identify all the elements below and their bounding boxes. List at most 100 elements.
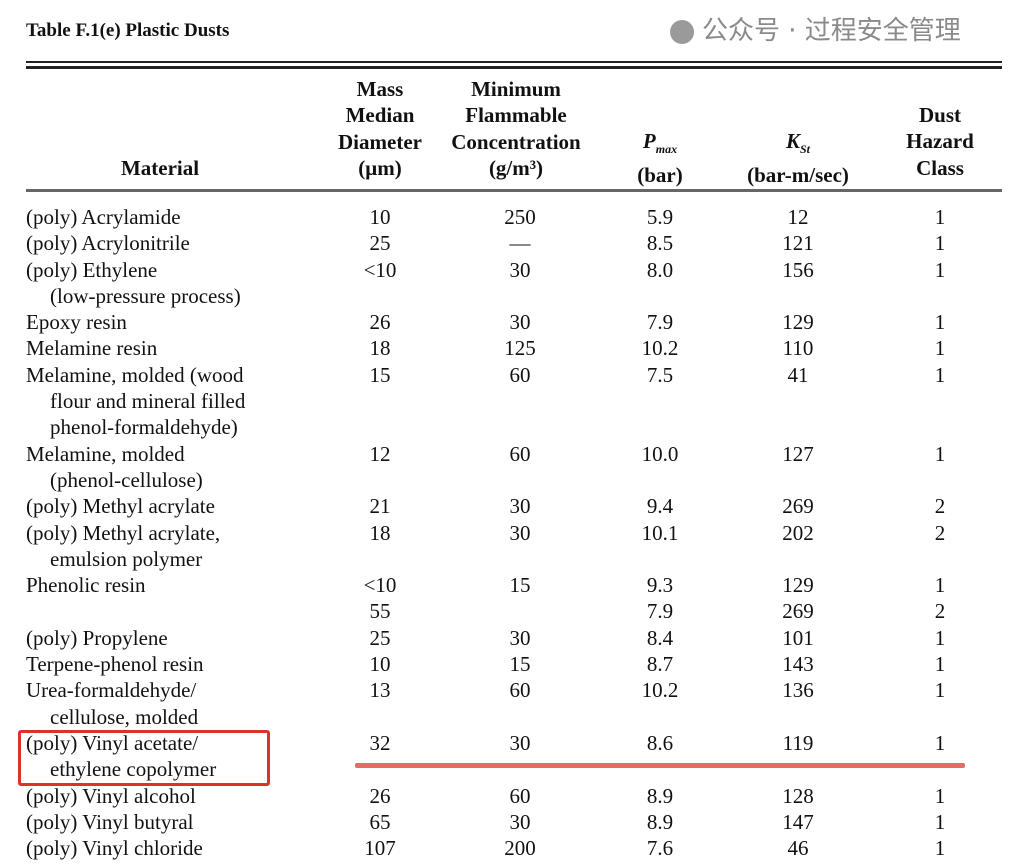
pmax-cell: 7.9 <box>646 599 674 624</box>
class-cell: 2 <box>934 494 946 519</box>
header-symbol: P <box>642 129 656 153</box>
material-cell: Epoxy resin <box>26 309 1024 335</box>
kst-cell: 121 <box>782 231 814 256</box>
header-subscript: max <box>655 142 678 157</box>
mfc-cell: 60 <box>509 783 531 808</box>
class-cell: 1 <box>934 441 946 466</box>
header-kst: KSt (bar-m/sec) <box>728 128 868 189</box>
mfc-cell: 15 <box>509 652 531 677</box>
mfc-cell: — <box>509 231 531 256</box>
mmd-cell: 25 <box>369 231 391 256</box>
header-mass-median-diameter: Mass Median Diameter (μm) <box>315 76 445 181</box>
material-line: (poly) Acrylonitrile <box>26 231 190 256</box>
kst-cell: 128 <box>782 783 814 808</box>
table-row: Phenolic resin <10 15 9.3 129 1 <box>0 572 1024 598</box>
table-row: (poly) Methyl acrylate 21 30 9.4 269 2 <box>0 493 1024 519</box>
mmd-cell: 32 <box>369 730 391 755</box>
class-cell: 1 <box>934 205 946 229</box>
table-row: (poly) Acrylonitrile 25 — 8.5 121 1 <box>0 230 1024 256</box>
header-line: KSt <box>728 128 868 162</box>
mmd-cell: 13 <box>369 678 391 703</box>
material-cell: (poly) Vinyl alcohol <box>26 783 1024 809</box>
class-cell: 1 <box>934 809 946 834</box>
mfc-cell: 30 <box>509 310 531 335</box>
class-cell: 1 <box>934 310 946 335</box>
header-min-flammable-conc: Minimum Flammable Concentration (g/m³) <box>428 76 604 181</box>
pmax-cell: 8.9 <box>646 809 674 834</box>
header-line: Pmax <box>610 128 710 162</box>
class-cell: 1 <box>934 231 946 256</box>
mfc-cell: 30 <box>509 520 531 545</box>
table-row: (poly) Vinyl chloride 107 200 7.6 46 1 <box>0 835 1024 861</box>
material-line: flour and mineral filled <box>50 389 246 414</box>
material-line: (poly) Propylene <box>26 625 168 650</box>
mfc-cell: 60 <box>509 678 531 703</box>
header-pmax: Pmax (bar) <box>610 128 710 189</box>
table-row: (poly) Methyl acrylate, emulsion polymer 1… <box>0 520 1024 573</box>
material-cell: (poly) Methyl acrylate <box>26 493 1024 519</box>
header-rule <box>26 189 1002 192</box>
mfc-cell: 125 <box>504 336 536 361</box>
material-line: ethylene copolymer <box>50 757 217 782</box>
mmd-cell: 12 <box>369 441 391 466</box>
table-row: Epoxy resin 26 30 7.9 129 1 <box>0 309 1024 335</box>
material-line: emulsion polymer <box>50 546 203 571</box>
mfc-cell: 30 <box>509 730 531 755</box>
table-row: (poly) Propylene 25 30 8.4 101 1 <box>0 625 1024 651</box>
header-line: Hazard <box>906 129 974 154</box>
material-cell: (poly) Methyl acrylate, emulsion polymer <box>26 520 1024 573</box>
mmd-cell: 15 <box>369 362 391 387</box>
table-row: Terpene-phenol resin 10 15 8.7 143 1 <box>0 651 1024 677</box>
class-cell: 1 <box>934 573 946 598</box>
material-line: (poly) Vinyl chloride <box>26 836 203 861</box>
material-line: Terpene-phenol resin <box>26 652 204 677</box>
header-line: (μm) <box>358 155 402 180</box>
mmd-cell: <10 <box>363 257 397 282</box>
table-row: (poly) Vinyl acetate/ethylene copolymer 3… <box>0 730 1024 783</box>
class-cell: 1 <box>934 652 946 677</box>
class-cell: 1 <box>934 783 946 808</box>
material-line: Urea-formaldehyde/ <box>26 678 197 703</box>
table-body: (poly) Acrylamide 10 250 5.9 12 1 (poly) Acryl… <box>0 204 1024 861</box>
pmax-cell: 8.4 <box>646 625 674 650</box>
class-cell: 1 <box>934 625 946 650</box>
material-cell: Melamine resin <box>26 335 1024 361</box>
mmd-cell: 21 <box>369 494 391 519</box>
material-line: (poly) Acrylamide <box>26 205 181 229</box>
material-cell: (poly) Vinyl acetate/ethylene copolymer <box>26 730 1024 783</box>
mmd-cell: 55 <box>369 599 391 624</box>
pmax-cell: 8.5 <box>646 231 674 256</box>
mfc-cell: 30 <box>509 494 531 519</box>
header-material: Material <box>120 156 200 180</box>
table-row: Urea-formaldehyde/cellulose, molded 13 60 1… <box>0 677 1024 730</box>
table-title: Table F.1(e) Plastic Dusts <box>26 20 230 41</box>
kst-cell: 101 <box>782 625 814 650</box>
mmd-cell: 26 <box>369 310 391 335</box>
class-cell: 1 <box>934 336 946 361</box>
mfc-cell: 30 <box>509 257 531 282</box>
header-dust-hazard-class: Dust Hazard Class <box>890 102 990 181</box>
pmax-cell: 9.4 <box>646 494 674 519</box>
material-line: (poly) Vinyl alcohol <box>26 783 196 808</box>
material-line <box>26 598 1024 624</box>
class-cell: 1 <box>934 836 946 861</box>
top-rule-2 <box>26 66 1002 69</box>
pmax-cell: 7.5 <box>646 362 674 387</box>
mmd-cell: 65 <box>369 809 391 834</box>
material-line: (low-pressure process) <box>50 283 241 308</box>
material-line: (poly) Vinyl butyral <box>26 809 194 834</box>
table-row: (poly) Vinyl alcohol 26 60 8.9 128 1 <box>0 783 1024 809</box>
table-row: (poly) Acrylamide 10 250 5.9 12 1 <box>0 204 1024 230</box>
material-line: Epoxy resin <box>26 310 127 335</box>
header-line: (bar) <box>637 163 683 188</box>
header-line: Flammable <box>465 103 567 128</box>
material-cell: (poly) Acrylamide <box>26 204 1024 230</box>
mmd-cell: 18 <box>369 520 391 545</box>
kst-cell: 269 <box>782 599 814 624</box>
class-cell: 1 <box>934 362 946 387</box>
mfc-cell: 30 <box>509 625 531 650</box>
material-cell: Phenolic resin <box>26 572 1024 598</box>
kst-cell: 269 <box>782 494 814 519</box>
kst-cell: 202 <box>782 520 814 545</box>
kst-cell: 129 <box>782 573 814 598</box>
